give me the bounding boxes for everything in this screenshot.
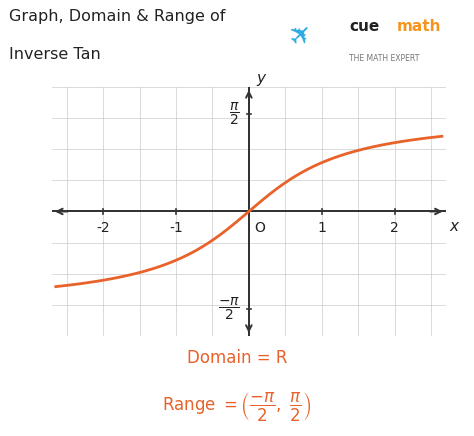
Text: 2: 2: [390, 221, 399, 235]
Text: $\dfrac{-\pi}{2}$: $\dfrac{-\pi}{2}$: [218, 296, 240, 322]
Text: THE MATH EXPERT: THE MATH EXPERT: [349, 54, 419, 64]
Text: O: O: [255, 221, 265, 235]
Text: cue: cue: [349, 19, 379, 34]
Text: Domain = R: Domain = R: [187, 349, 287, 368]
Text: 1: 1: [317, 221, 326, 235]
Text: x: x: [449, 219, 458, 234]
Text: y: y: [256, 71, 265, 86]
Text: ✈: ✈: [283, 17, 319, 53]
Text: -1: -1: [169, 221, 183, 235]
Text: math: math: [397, 19, 441, 34]
Text: $\dfrac{\pi}{2}$: $\dfrac{\pi}{2}$: [229, 101, 240, 127]
Text: -2: -2: [96, 221, 110, 235]
Text: Range $= \left(\dfrac{-\pi}{2},\ \dfrac{\pi}{2}\right)$: Range $= \left(\dfrac{-\pi}{2},\ \dfrac{…: [163, 389, 311, 422]
Text: Graph, Domain & Range of: Graph, Domain & Range of: [9, 9, 226, 24]
Text: Inverse Tan: Inverse Tan: [9, 47, 101, 62]
